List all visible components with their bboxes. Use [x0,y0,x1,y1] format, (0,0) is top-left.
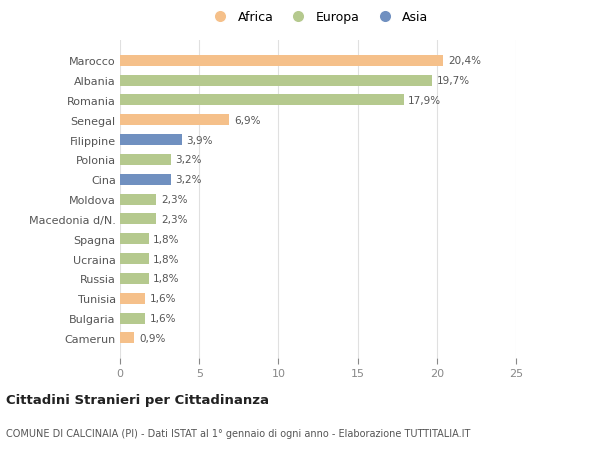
Text: 1,8%: 1,8% [153,274,180,284]
Bar [120,253,149,264]
Text: COMUNE DI CALCINAIA (PI) - Dati ISTAT al 1° gennaio di ogni anno - Elaborazione : COMUNE DI CALCINAIA (PI) - Dati ISTAT al… [6,428,470,438]
Text: 3,9%: 3,9% [187,135,213,146]
Bar [120,115,229,126]
Legend: Africa, Europa, Asia: Africa, Europa, Asia [202,6,433,29]
Bar [120,214,157,225]
Text: 1,6%: 1,6% [150,294,176,303]
Text: 0,9%: 0,9% [139,333,166,343]
Bar [120,95,404,106]
Bar [120,56,443,67]
Bar [120,155,170,166]
Text: Cittadini Stranieri per Cittadinanza: Cittadini Stranieri per Cittadinanza [6,393,269,406]
Text: 19,7%: 19,7% [437,76,470,86]
Bar [120,333,134,344]
Text: 6,9%: 6,9% [234,116,260,125]
Bar [120,234,149,245]
Text: 3,2%: 3,2% [175,175,202,185]
Text: 17,9%: 17,9% [408,96,442,106]
Text: 1,8%: 1,8% [153,254,180,264]
Bar [120,293,145,304]
Text: 20,4%: 20,4% [448,56,481,66]
Bar [120,313,145,324]
Text: 3,2%: 3,2% [175,155,202,165]
Bar [120,274,149,284]
Text: 2,3%: 2,3% [161,195,188,205]
Text: 1,8%: 1,8% [153,234,180,244]
Bar [120,75,432,86]
Bar [120,174,170,185]
Bar [120,135,182,146]
Bar [120,194,157,205]
Text: 1,6%: 1,6% [150,313,176,324]
Text: 2,3%: 2,3% [161,214,188,224]
